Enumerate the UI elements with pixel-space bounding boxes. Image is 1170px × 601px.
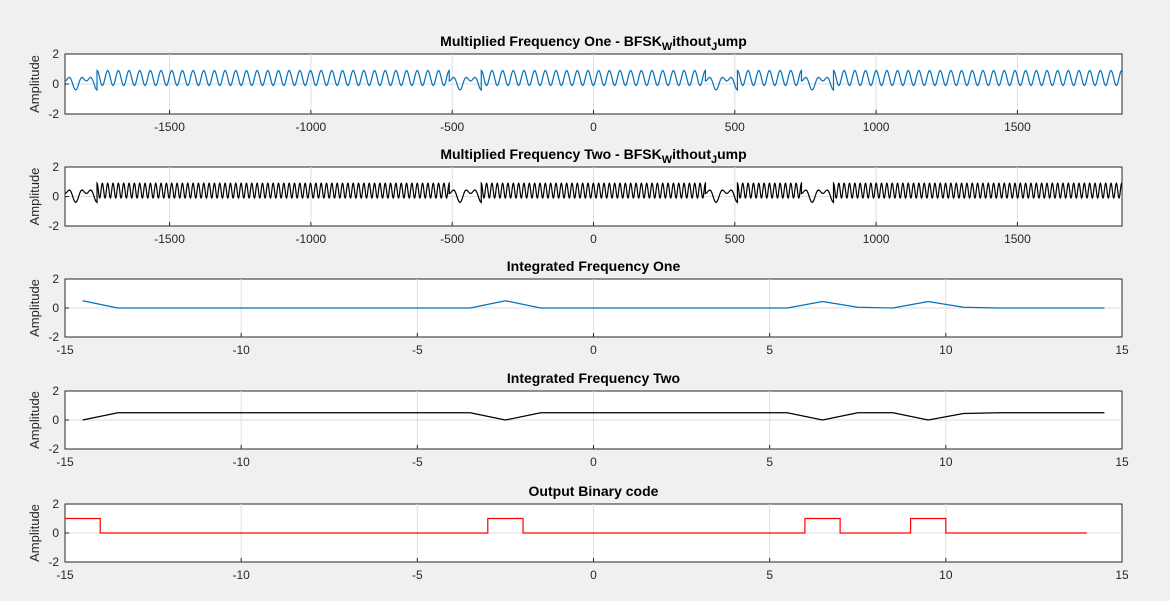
y-tick-label: 2 <box>52 384 59 398</box>
y-tick-label: 2 <box>52 272 59 286</box>
x-tick-label: -5 <box>412 568 423 582</box>
series-line-1 <box>65 181 1122 204</box>
y-tick-label: 0 <box>52 413 59 427</box>
y-tick-label: -2 <box>48 442 59 456</box>
subplot-1: 2 0 -2 -1500 -1000 -500 0 500 1000 1500 Amplitude M… <box>27 33 1123 134</box>
series-line-1 <box>65 69 1122 92</box>
x-tick-label: -15 <box>56 343 74 357</box>
x-tick-label: -1000 <box>296 120 327 134</box>
subplot-5: 2 0 -2-15 -10 -5 0 5 10 15 Amplitude Output Binary… <box>27 483 1129 582</box>
x-tick-label: 15 <box>1115 455 1129 469</box>
y-axis-label: Amplitude <box>27 279 42 337</box>
x-tick-label: 500 <box>725 120 745 134</box>
y-tick-label: -2 <box>48 555 59 569</box>
y-tick-label: 2 <box>52 47 59 61</box>
x-tick-label: -15 <box>56 455 74 469</box>
y-tick-label: 0 <box>52 190 59 204</box>
x-tick-label: 5 <box>766 568 773 582</box>
x-tick-label: 0 <box>590 568 597 582</box>
x-tick-label: 1000 <box>863 120 890 134</box>
x-tick-label: 500 <box>725 232 745 246</box>
x-tick-label: -1500 <box>154 232 185 246</box>
x-tick-label: -1000 <box>296 232 327 246</box>
x-tick-label: 0 <box>590 455 597 469</box>
y-tick-label: -2 <box>48 107 59 121</box>
x-tick-label: 1500 <box>1004 120 1031 134</box>
x-tick-label: 0 <box>590 120 597 134</box>
x-tick-label: -500 <box>440 120 464 134</box>
y-tick-label: 2 <box>52 497 59 511</box>
plot-title: Integrated Frequency One <box>507 258 681 274</box>
x-tick-label: -10 <box>232 455 250 469</box>
x-tick-label: 1500 <box>1004 232 1031 246</box>
series-line-1 <box>82 300 1105 309</box>
x-tick-label: -1500 <box>154 120 185 134</box>
y-axis-label: Amplitude <box>27 391 42 449</box>
x-tick-label: -5 <box>412 455 423 469</box>
y-tick-label: -2 <box>48 330 59 344</box>
x-tick-label: 1000 <box>863 232 890 246</box>
x-tick-label: 10 <box>939 455 953 469</box>
x-tick-label: 5 <box>766 343 773 357</box>
subplot-3: 2 0 -2-15 -10 -5 0 5 10 15 Amplitude Integrated Fr… <box>27 258 1129 357</box>
x-tick-label: 0 <box>590 232 597 246</box>
x-tick-label: 15 <box>1115 343 1129 357</box>
x-tick-label: 5 <box>766 455 773 469</box>
plot-title: Multiplied Frequency Two - BFSKWithoutJu… <box>440 146 746 166</box>
plot-title: Integrated Frequency Two <box>507 370 680 386</box>
x-tick-label: -500 <box>440 232 464 246</box>
series-line-1 <box>65 517 1087 534</box>
y-tick-label: 2 <box>52 160 59 174</box>
y-axis-label: Amplitude <box>27 55 42 113</box>
subplot-2: 2 0 -2 -1500 -1000 -500 0 500 1000 1500 Amplitude M… <box>27 146 1123 246</box>
y-tick-label: 0 <box>52 526 59 540</box>
y-tick-label: 0 <box>52 301 59 315</box>
y-axis-label: Amplitude <box>27 504 42 562</box>
x-tick-label: -10 <box>232 568 250 582</box>
x-tick-label: 15 <box>1115 568 1129 582</box>
x-tick-label: -5 <box>412 343 423 357</box>
series-line-1 <box>82 412 1105 421</box>
plot-title: Output Binary code <box>529 483 659 499</box>
x-tick-label: 10 <box>939 343 953 357</box>
plot-title: Multiplied Frequency One - BFSKWithoutJu… <box>440 33 747 53</box>
y-axis-label: Amplitude <box>27 168 42 226</box>
y-tick-label: 0 <box>52 77 59 91</box>
y-tick-label: -2 <box>48 219 59 233</box>
x-tick-label: 0 <box>590 343 597 357</box>
subplot-4: 2 0 -2-15 -10 -5 0 5 10 15 Amplitude Integrated Fr… <box>27 370 1129 469</box>
x-tick-label: 10 <box>939 568 953 582</box>
x-tick-label: -15 <box>56 568 74 582</box>
x-tick-label: -10 <box>232 343 250 357</box>
